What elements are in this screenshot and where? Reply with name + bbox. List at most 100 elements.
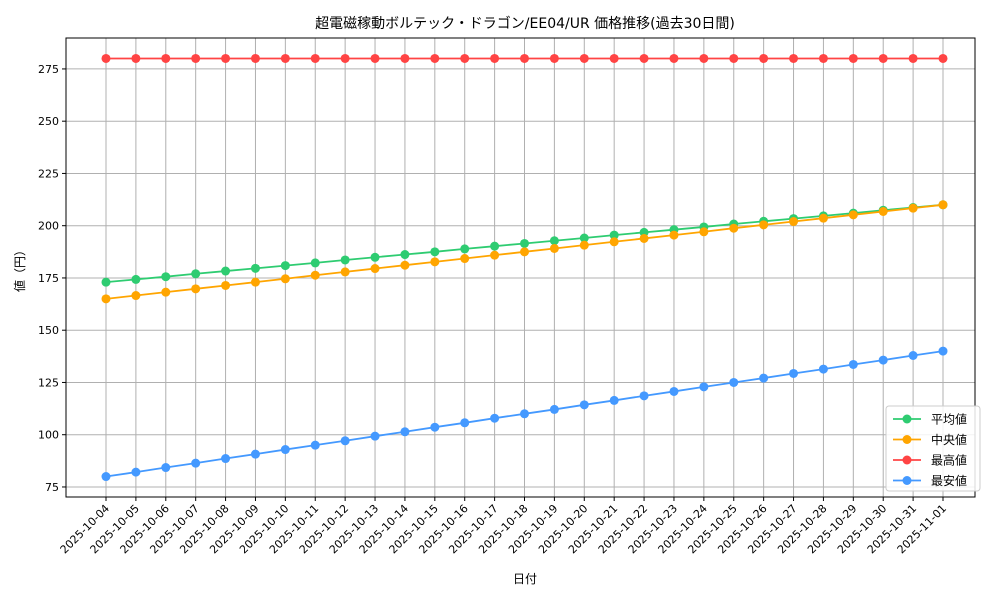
data-point: [520, 53, 529, 63]
data-point: [460, 244, 470, 254]
data-point: [818, 53, 828, 63]
data-point: [938, 346, 948, 356]
data-point: [609, 230, 619, 240]
legend-label: 中央値: [931, 432, 967, 447]
series-3: [101, 346, 948, 482]
data-point: [131, 467, 141, 477]
x-axis-label: 日付: [513, 572, 537, 586]
data-point: [639, 391, 649, 401]
y-tick-label: 275: [38, 63, 59, 76]
data-point: [340, 267, 350, 277]
data-point: [221, 280, 231, 290]
data-point: [400, 53, 410, 63]
chart-title: 超電磁稼動ボルテック・ドラゴン/EE04/UR 価格推移(過去30日間): [315, 15, 735, 32]
series-2: [101, 53, 948, 63]
data-point: [191, 53, 201, 63]
data-point: [549, 53, 559, 63]
data-point: [310, 440, 320, 450]
data-point: [430, 53, 440, 63]
legend-marker: [902, 414, 912, 424]
data-point: [579, 240, 589, 250]
data-point: [310, 258, 320, 268]
legend-label: 最高値: [931, 453, 967, 468]
data-point: [310, 53, 320, 63]
data-point: [609, 395, 619, 405]
series-1: [101, 200, 948, 304]
data-point: [520, 247, 529, 257]
data-point: [789, 368, 799, 378]
data-point: [161, 272, 171, 282]
y-tick-label: 100: [38, 429, 59, 442]
data-point: [101, 53, 111, 63]
data-point: [161, 463, 171, 473]
data-point: [430, 247, 440, 257]
data-point: [729, 377, 739, 387]
data-point: [400, 427, 410, 437]
data-point: [490, 413, 500, 423]
legend-marker: [902, 435, 912, 444]
legend-marker: [902, 476, 912, 485]
data-point: [250, 449, 260, 459]
y-tick-label: 150: [38, 324, 59, 337]
data-point: [759, 373, 769, 383]
data-point: [340, 255, 350, 265]
data-point: [549, 243, 559, 253]
plot-frame: [65, 37, 976, 498]
data-point: [370, 264, 380, 274]
legend-label: 最安値: [931, 473, 967, 488]
data-point: [609, 53, 619, 63]
data-point: [609, 237, 619, 247]
data-point: [639, 233, 649, 243]
data-point: [101, 472, 111, 482]
data-point: [878, 53, 888, 63]
data-point: [280, 445, 290, 455]
data-point: [221, 53, 231, 63]
data-point: [101, 294, 111, 304]
data-point: [221, 454, 231, 464]
data-point: [460, 53, 470, 63]
data-point: [131, 291, 141, 301]
y-axis-label: 値（円）: [12, 244, 27, 292]
data-point: [340, 436, 350, 446]
data-point: [878, 355, 888, 365]
data-point: [280, 261, 290, 271]
y-tick-label: 75: [45, 481, 59, 494]
data-point: [101, 277, 111, 287]
data-point: [161, 287, 171, 297]
data-point: [490, 250, 500, 260]
data-point: [370, 431, 380, 441]
data-point: [729, 53, 739, 63]
data-point: [221, 266, 231, 276]
legend-label: 平均値: [931, 412, 967, 427]
data-point: [250, 263, 260, 273]
data-point: [789, 53, 799, 63]
data-point: [490, 241, 500, 251]
data-point: [759, 220, 769, 230]
data-point: [789, 217, 799, 227]
legend-marker: [902, 455, 912, 465]
data-point: [191, 284, 201, 294]
data-point: [400, 260, 410, 270]
data-point: [490, 53, 500, 63]
data-point: [549, 236, 559, 246]
data-point: [729, 223, 739, 233]
data-point: [848, 53, 858, 63]
data-point: [430, 257, 440, 267]
data-point: [400, 250, 410, 260]
data-point: [191, 269, 201, 279]
data-point: [520, 409, 529, 419]
data-point: [310, 270, 320, 280]
data-point: [191, 458, 201, 468]
data-point: [280, 274, 290, 284]
data-point: [908, 53, 918, 63]
y-tick-label: 175: [38, 272, 59, 285]
data-point: [370, 53, 380, 63]
data-point: [908, 350, 918, 360]
data-point: [699, 53, 709, 63]
data-point: [520, 238, 529, 248]
data-point: [639, 53, 649, 63]
data-point: [699, 382, 709, 392]
data-point: [848, 359, 858, 369]
